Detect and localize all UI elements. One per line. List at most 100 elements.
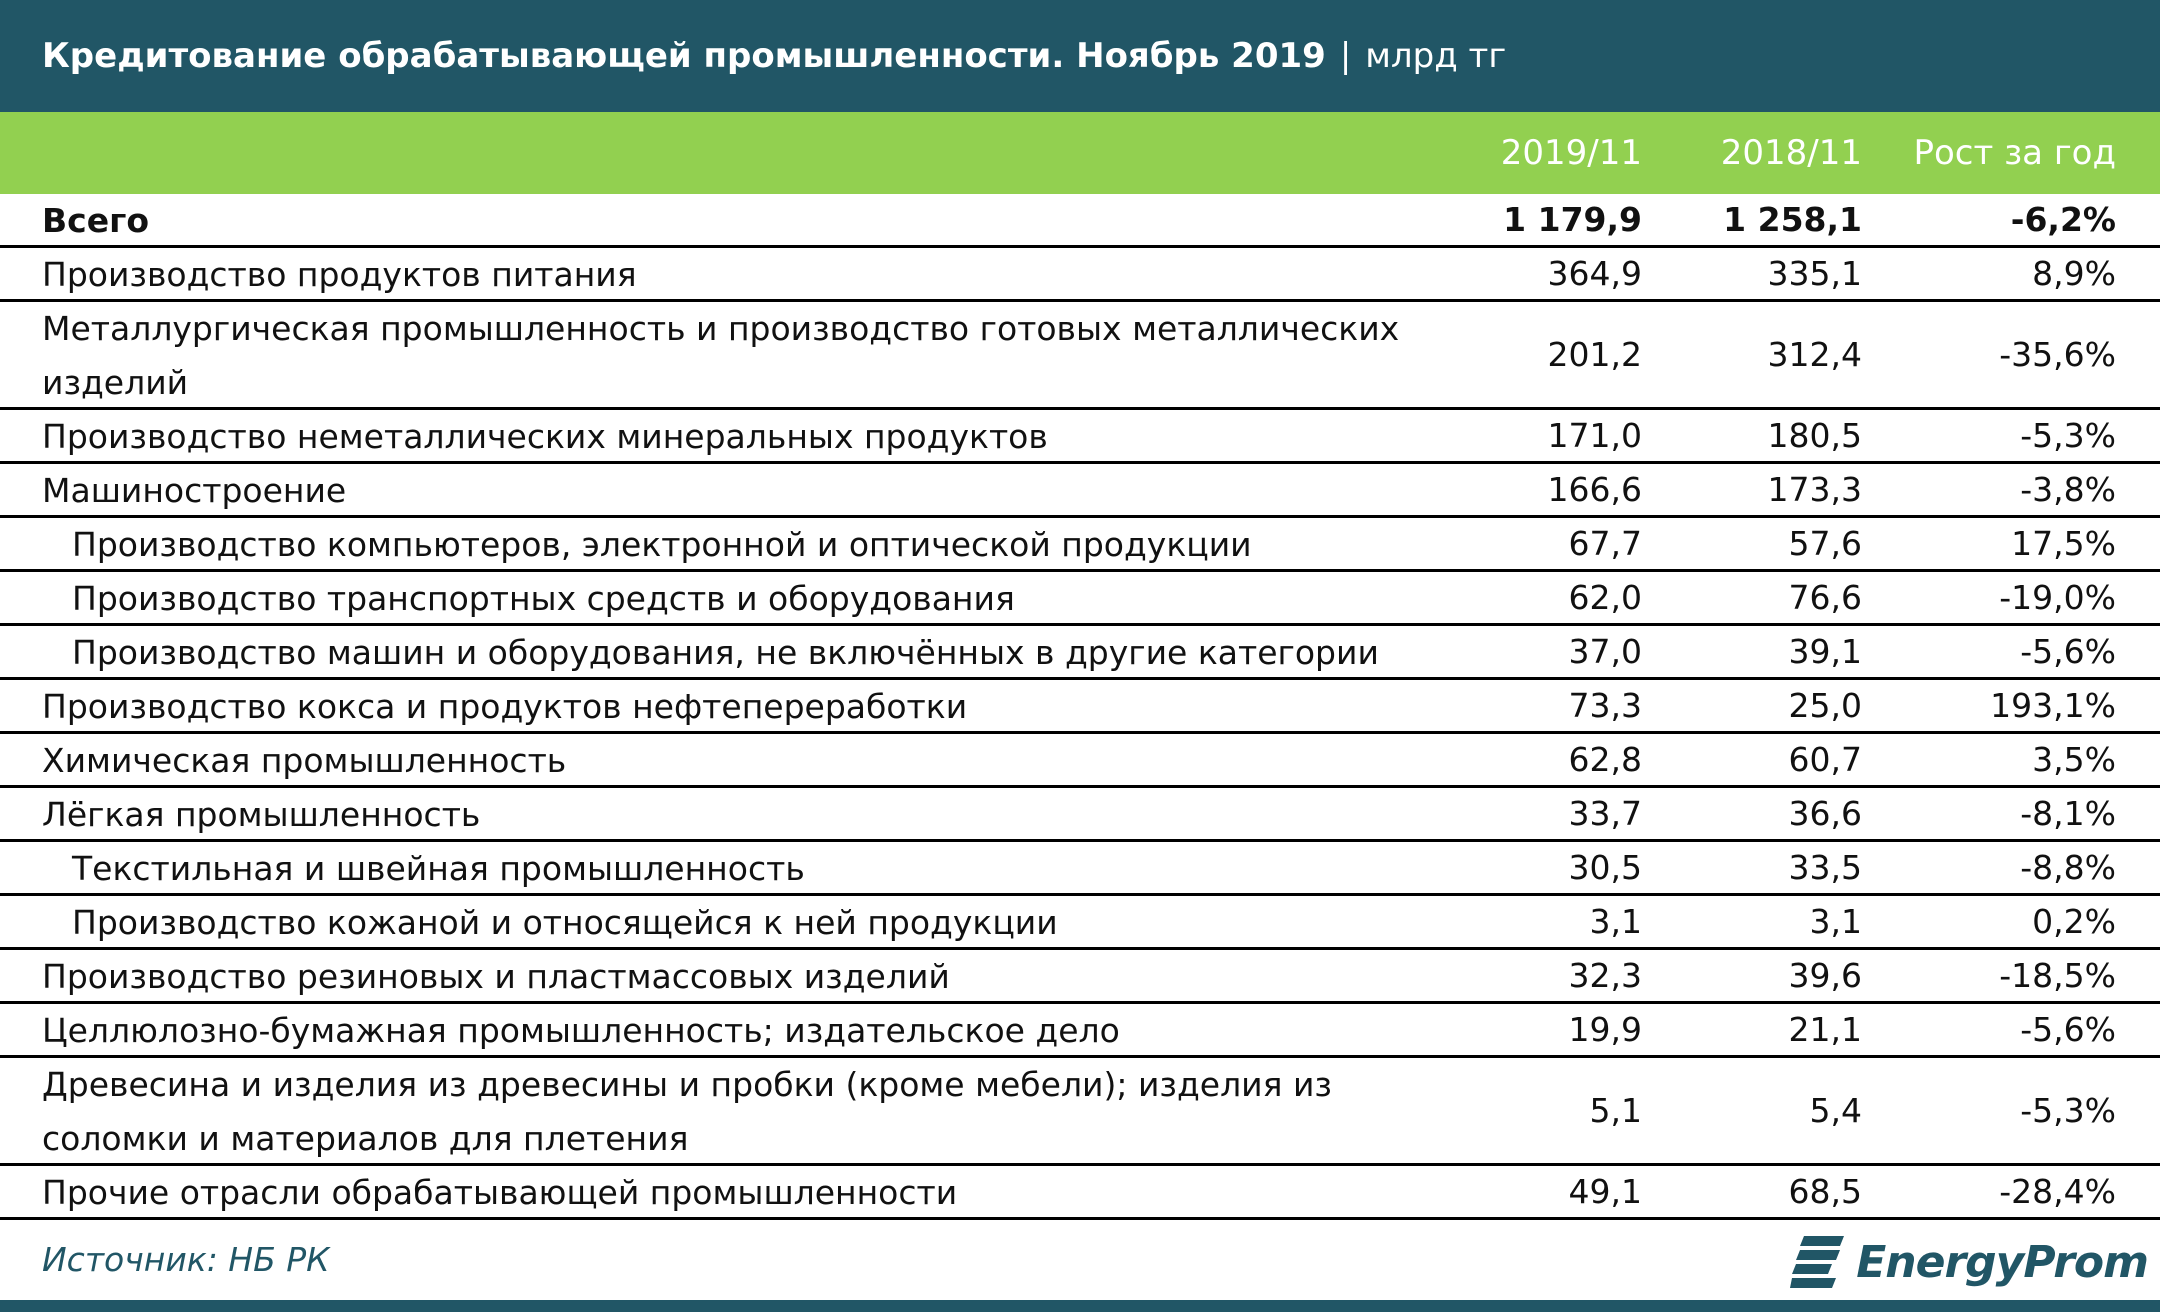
cell-2018: 180,5 [1767, 416, 1862, 455]
row-label: Всего [42, 201, 150, 240]
cell-2019: 171,0 [1547, 416, 1642, 455]
cell-2019: 67,7 [1568, 524, 1642, 563]
table-row: Производство резиновых и пластмассовых и… [0, 950, 2160, 1004]
energyprom-logo-icon [1790, 1236, 1845, 1288]
cell-2019: 5,1 [1589, 1091, 1642, 1130]
footer: Источник: НБ РК EnergyProm [0, 1222, 2160, 1300]
cell-2018: 173,3 [1767, 470, 1862, 509]
row-label: Производство компьютеров, электронной и … [72, 525, 1252, 564]
row-label: Химическая промышленность [42, 741, 567, 780]
cell-growth: -19,0% [1999, 578, 2116, 617]
cell-growth: -5,6% [2020, 1010, 2116, 1049]
column-header-row: 2019/11 2018/11 Рост за год [0, 112, 2160, 194]
cell-growth: -5,3% [2020, 416, 2116, 455]
column-header-2018: 2018/11 [1720, 133, 1862, 173]
cell-growth: -6,2% [2010, 200, 2116, 239]
cell-2019: 62,8 [1568, 740, 1642, 779]
cell-2018: 36,6 [1788, 794, 1862, 833]
table-row: Прочие отрасли обрабатывающей промышленн… [0, 1166, 2160, 1220]
row-label: Производство резиновых и пластмассовых и… [42, 957, 950, 996]
cell-growth: 17,5% [2011, 524, 2116, 563]
cell-growth: 193,1% [1990, 686, 2116, 725]
table-row: Производство кокса и продуктов нефтепере… [0, 680, 2160, 734]
table-row: Металлургическая промышленность и произв… [0, 302, 2160, 410]
cell-growth: -5,6% [2020, 632, 2116, 671]
source-note: Источник: НБ РК [42, 1240, 330, 1279]
cell-2019: 33,7 [1568, 794, 1642, 833]
cell-2019: 201,2 [1547, 335, 1642, 374]
row-label: Производство транспортных средств и обор… [72, 579, 1015, 618]
title-separator: | [1339, 36, 1352, 76]
cell-2018: 1 258,1 [1723, 200, 1862, 239]
cell-2019: 30,5 [1568, 848, 1642, 887]
column-header-growth: Рост за год [1913, 133, 2116, 173]
row-label: Производство кожаной и относящейся к ней… [72, 903, 1058, 942]
table-title-bar: Кредитование обрабатывающей промышленнос… [0, 0, 2160, 112]
logo-text: EnergyProm [1856, 1236, 2149, 1288]
cell-growth: 3,5% [2032, 740, 2116, 779]
row-label: Текстильная и швейная промышленность [72, 849, 805, 888]
cell-2019: 19,9 [1568, 1010, 1642, 1049]
row-label: Производство машин и оборудования, не вк… [72, 633, 1379, 672]
table-row: Производство кожаной и относящейся к ней… [0, 896, 2160, 950]
table-row: Производство неметаллических минеральных… [0, 410, 2160, 464]
table-row: Текстильная и швейная промышленность 30,5… [0, 842, 2160, 896]
row-label: Машиностроение [42, 471, 347, 510]
cell-2019: 37,0 [1568, 632, 1642, 671]
cell-2018: 5,4 [1809, 1091, 1862, 1130]
row-label: Древесина и изделия из древесины и пробк… [42, 1065, 1332, 1158]
row-label: Производство продуктов питания [42, 255, 637, 294]
table-row: Химическая промышленность 62,8 60,7 3,5% [0, 734, 2160, 788]
cell-2018: 76,6 [1788, 578, 1862, 617]
row-label: Целлюлозно-бумажная промышленность; изда… [42, 1011, 1120, 1050]
cell-2019: 364,9 [1547, 254, 1642, 293]
cell-growth: 0,2% [2032, 902, 2116, 941]
cell-2019: 73,3 [1568, 686, 1642, 725]
cell-2018: 3,1 [1809, 902, 1862, 941]
energyprom-logo: EnergyProm [1790, 1232, 2149, 1292]
column-header-2019: 2019/11 [1500, 133, 1642, 173]
table-row: Целлюлозно-бумажная промышленность; изда… [0, 1004, 2160, 1058]
table-title: Кредитование обрабатывающей промышленнос… [42, 36, 1326, 76]
cell-2019: 32,3 [1568, 956, 1642, 995]
table-body: Всего 1 179,9 1 258,1 -6,2% Производство про… [0, 194, 2160, 1220]
cell-2019: 3,1 [1589, 902, 1642, 941]
row-label: Производство неметаллических минеральных… [42, 417, 1048, 456]
table-row: Всего 1 179,9 1 258,1 -6,2% [0, 194, 2160, 248]
cell-2019: 49,1 [1568, 1172, 1642, 1211]
cell-2019: 166,6 [1547, 470, 1642, 509]
cell-2019: 1 179,9 [1503, 200, 1642, 239]
cell-growth: -3,8% [2020, 470, 2116, 509]
table-row: Древесина и изделия из древесины и пробк… [0, 1058, 2160, 1166]
cell-2018: 57,6 [1788, 524, 1862, 563]
cell-2018: 21,1 [1788, 1010, 1862, 1049]
cell-2019: 62,0 [1568, 578, 1642, 617]
cell-growth: -35,6% [1999, 335, 2116, 374]
row-label: Лёгкая промышленность [42, 795, 481, 834]
cell-2018: 39,1 [1788, 632, 1862, 671]
cell-growth: -8,8% [2020, 848, 2116, 887]
row-label: Производство кокса и продуктов нефтепере… [42, 687, 968, 726]
cell-2018: 33,5 [1788, 848, 1862, 887]
cell-2018: 39,6 [1788, 956, 1862, 995]
cell-2018: 25,0 [1788, 686, 1862, 725]
cell-growth: 8,9% [2032, 254, 2116, 293]
table-row: Производство продуктов питания 364,9 335,1… [0, 248, 2160, 302]
cell-growth: -18,5% [1999, 956, 2116, 995]
table-row: Производство компьютеров, электронной и … [0, 518, 2160, 572]
bottom-bar [0, 1300, 2160, 1312]
cell-growth: -28,4% [1999, 1172, 2116, 1211]
table-row: Машиностроение 166,6 173,3 -3,8% [0, 464, 2160, 518]
cell-2018: 60,7 [1788, 740, 1862, 779]
title-unit: млрд тг [1365, 36, 1507, 76]
row-label: Металлургическая промышленность и произв… [42, 309, 1400, 402]
table-row: Производство транспортных средств и обор… [0, 572, 2160, 626]
row-label: Прочие отрасли обрабатывающей промышленн… [42, 1173, 958, 1212]
cell-2018: 312,4 [1767, 335, 1862, 374]
cell-growth: -8,1% [2020, 794, 2116, 833]
cell-2018: 68,5 [1788, 1172, 1862, 1211]
cell-growth: -5,3% [2020, 1091, 2116, 1130]
cell-2018: 335,1 [1767, 254, 1862, 293]
table-row: Производство машин и оборудования, не вк… [0, 626, 2160, 680]
table-row: Лёгкая промышленность 33,7 36,6 -8,1% [0, 788, 2160, 842]
